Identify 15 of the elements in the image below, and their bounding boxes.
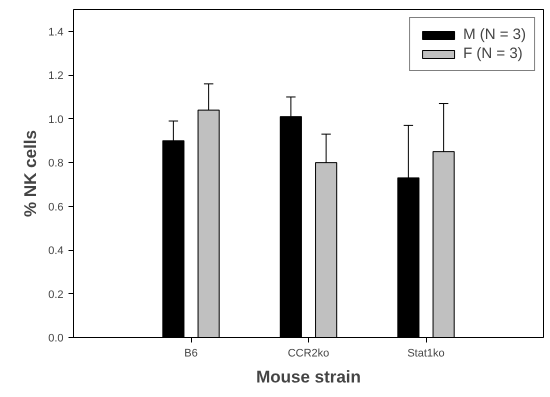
- y-tick-label: 0.6: [48, 201, 64, 214]
- legend-label: F (N = 3): [463, 45, 523, 62]
- y-tick-label: 0.8: [48, 158, 64, 170]
- y-tick-label: 0.0: [48, 332, 64, 344]
- legend-label: M (N = 3): [463, 26, 526, 43]
- x-tick-label: B6: [184, 348, 198, 360]
- y-tick-label: 1.4: [48, 26, 64, 38]
- x-tick-label: CCR2ko: [288, 348, 330, 360]
- y-axis-title: % NK cells: [21, 130, 40, 217]
- y-tick-label: 1.0: [48, 114, 64, 126]
- y-tick-label: 1.2: [48, 70, 64, 82]
- y-tick-label: 0.4: [48, 245, 64, 258]
- y-tick-label: 0.2: [48, 288, 64, 301]
- x-tick-label: Stat1ko: [407, 348, 445, 360]
- x-axis-title: Mouse strain: [256, 368, 361, 386]
